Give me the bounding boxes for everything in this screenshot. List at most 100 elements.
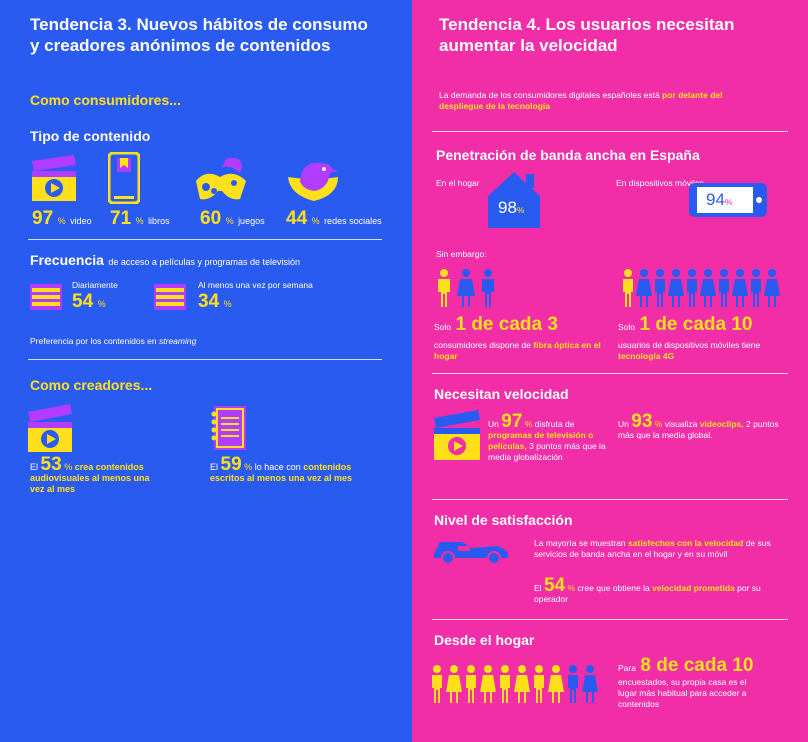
text: Un [488, 419, 499, 429]
stat-value: 54 [543, 575, 566, 596]
divider [432, 499, 788, 500]
lte-text: usuarios de dispositivos móviles tiene t… [618, 340, 778, 362]
stat-label: juegos [238, 216, 265, 226]
text: Solo [618, 322, 636, 332]
lte-stat: Solo 1 de cada 10 [618, 314, 753, 336]
home-access-stat: Para 8 de cada 10 [618, 655, 753, 677]
pct-sign: % [654, 419, 663, 429]
satisfaction-text: La mayoría se muestran satisfechos con l… [534, 538, 788, 560]
pct-sign: % [223, 299, 232, 309]
right-panel: Tendencia 4. Los usuarios necesitan aume… [412, 0, 808, 742]
satisfaction-heading: Nivel de satisfacción [434, 512, 573, 528]
stat-value: 97 [32, 208, 54, 229]
stat-social: 44 % redes sociales [286, 208, 382, 230]
home-value: 98% [498, 198, 524, 218]
title-line: Tendencia 4. Los usuarios necesitan [439, 15, 735, 34]
speed-stat-tv: Un 97 % disfruta de programas de televis… [488, 412, 612, 463]
clapperboard-play-icon [26, 404, 74, 454]
calendar-icon [30, 284, 62, 310]
stat-value: 93 [631, 411, 653, 432]
text: El [30, 462, 39, 472]
weekly-value: 34 % [198, 291, 232, 313]
text: 3 puntos más que la media globalización [488, 441, 606, 462]
left-title: Tendencia 3. Nuevos hábitos de consumo y… [30, 14, 368, 56]
pct-sign: % [524, 419, 533, 429]
text: 2 puntos más que la media global. [618, 419, 779, 440]
title-line: aumentar la velocidad [439, 36, 618, 55]
consumers-heading: Como consumidores... [30, 92, 181, 108]
stat-value: 1 de cada 3 [455, 314, 558, 335]
divider [432, 619, 788, 620]
highlight: fibra óptica en el hogar [434, 340, 601, 361]
house-icon [486, 170, 542, 230]
pct-sign: % [57, 216, 66, 226]
highlight: por delante del despliegue de la tecnolo… [439, 90, 723, 111]
fiber-stat: Solo 1 de cada 3 [434, 314, 558, 336]
highlight: velocidad prometida [652, 583, 735, 593]
people-icons-fiber [434, 268, 500, 308]
pct-sign: % [135, 216, 144, 226]
stat-value: 1 de cada 10 [639, 314, 753, 335]
stat-value: 97 [501, 411, 523, 432]
pct-sign: % [64, 462, 73, 472]
mobile-label: En dispositivos móviles [616, 178, 704, 188]
pct-sign: % [225, 216, 234, 226]
text-italic: streaming [159, 336, 197, 346]
stat-value: 44 [286, 208, 308, 229]
frequency-heading: Frecuencia de acceso a películas y progr… [30, 252, 300, 270]
tablet-book-icon [108, 152, 140, 204]
title-line: Tendencia 3. Nuevos hábitos de consumo [30, 15, 368, 34]
stat-label: libros [148, 216, 170, 226]
text: usuarios de dispositivos móviles tiene [618, 340, 761, 350]
text: El [534, 583, 542, 593]
stat-value: 54 [72, 291, 94, 312]
home-label: En el hogar [436, 178, 480, 188]
highlight: programas de televisión o películas, [488, 430, 594, 451]
text: por su operador [534, 583, 761, 604]
text: Preferencia por los contenidos en [30, 336, 157, 346]
stat-value: 59 [220, 454, 242, 475]
text: visualiza [664, 419, 698, 429]
stat-value: 34 [198, 291, 220, 312]
fiber-text: consumidores dispone de fibra óptica en … [434, 340, 604, 362]
left-panel: Tendencia 3. Nuevos hábitos de consumo y… [0, 0, 412, 742]
text: Un [618, 419, 629, 429]
pct-sign: % [724, 197, 733, 207]
pct-sign: % [244, 462, 253, 472]
stat-value: 53 [40, 454, 62, 475]
pct-sign: % [567, 583, 576, 593]
title-line: y creadores anónimos de contenidos [30, 36, 331, 55]
creator-written: El 59 % lo hace con contenidos escritos … [210, 455, 360, 484]
text: La demanda de los consumidores digitales… [439, 90, 660, 100]
gamepad-icon [192, 155, 250, 203]
text: Solo [434, 322, 452, 332]
highlight: videoclips, [699, 419, 744, 429]
notebook-icon [208, 404, 248, 452]
stat-games: 60 % juegos [200, 208, 265, 230]
daily-label: Diariamente [72, 280, 118, 290]
streaming-preference: Preferencia por los contenidos en stream… [30, 336, 196, 347]
stat-value: 8 de cada 10 [640, 655, 754, 676]
text: El [210, 462, 219, 472]
stat-books: 71 % libros [110, 208, 170, 230]
pct-sign: % [516, 205, 525, 215]
smartphone-icon [688, 182, 768, 218]
text: cree que obtiene la [577, 583, 650, 593]
stat-label: redes sociales [324, 216, 382, 226]
home-heading: Desde el hogar [434, 632, 535, 648]
text: consumidores dispone de [434, 340, 531, 350]
divider [28, 359, 382, 360]
creator-audiovisual: El 53 % crea contenidos audiovisuales al… [30, 455, 160, 495]
speed-stat-videoclips: Un 93 % visualiza videoclips, 2 puntos m… [618, 412, 788, 441]
people-icons-home [430, 664, 602, 704]
bird-icon [284, 155, 342, 203]
heading-rest: de acceso a películas y programas de tel… [108, 257, 300, 267]
calendar-icon [154, 284, 186, 310]
highlight: contenidos escritos al menos una vez al … [210, 462, 353, 483]
divider [28, 239, 382, 240]
clapperboard-play-icon [30, 155, 78, 203]
daily-value: 54 % [72, 291, 106, 313]
creators-heading: Como creadores... [30, 377, 153, 393]
text: disfruta de [534, 419, 575, 429]
stat-label: video [70, 216, 92, 226]
